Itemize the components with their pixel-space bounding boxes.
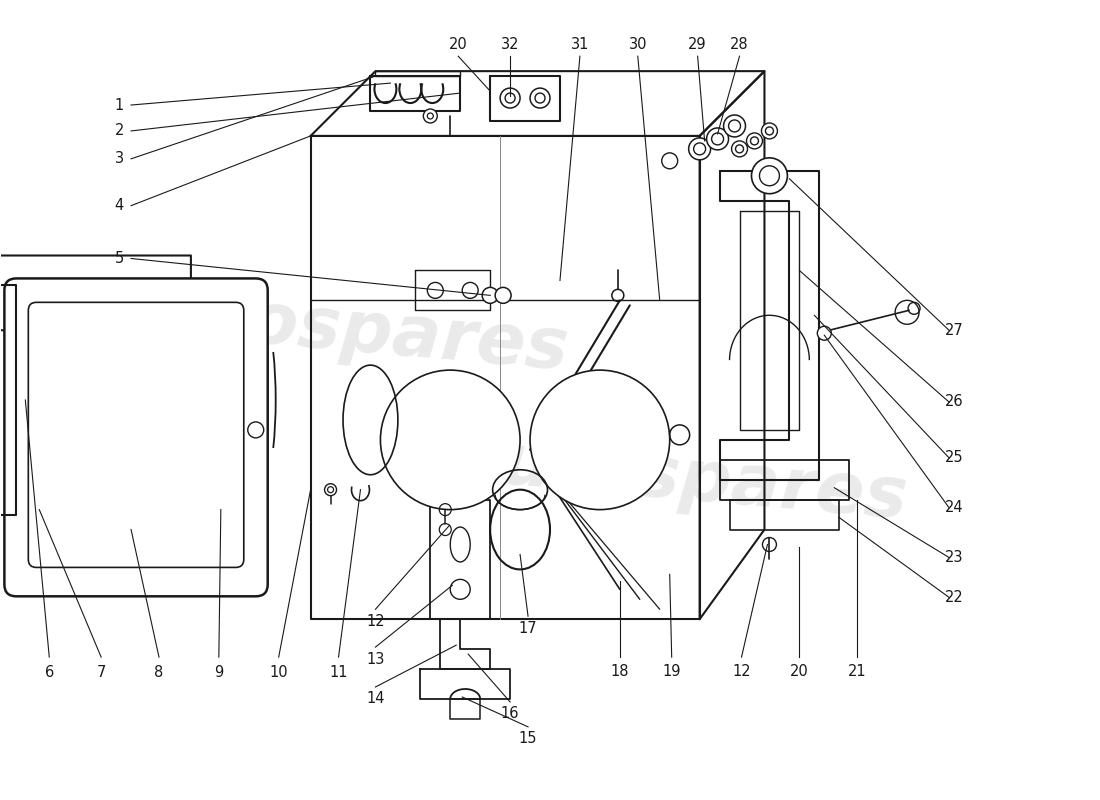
Text: 12: 12	[733, 663, 751, 678]
Circle shape	[724, 115, 746, 137]
Text: 10: 10	[270, 665, 288, 679]
Circle shape	[530, 370, 670, 510]
Text: 12: 12	[366, 614, 385, 629]
Text: 9: 9	[214, 665, 223, 679]
Circle shape	[761, 123, 778, 139]
Text: 29: 29	[689, 37, 707, 52]
Circle shape	[751, 158, 788, 194]
Circle shape	[500, 88, 520, 108]
Text: eurospares: eurospares	[449, 426, 910, 534]
Text: 17: 17	[519, 621, 538, 636]
Text: 5: 5	[114, 251, 123, 266]
Text: 18: 18	[610, 663, 629, 678]
Circle shape	[482, 287, 498, 303]
FancyBboxPatch shape	[4, 278, 267, 596]
Text: 20: 20	[449, 37, 468, 52]
Text: 31: 31	[571, 37, 590, 52]
Text: 11: 11	[329, 665, 348, 679]
Text: 13: 13	[366, 651, 385, 666]
Text: 22: 22	[945, 590, 964, 605]
Text: 8: 8	[154, 665, 164, 679]
Circle shape	[817, 326, 832, 340]
Text: 7: 7	[97, 665, 106, 679]
Text: 20: 20	[790, 663, 808, 678]
Text: 28: 28	[730, 37, 749, 52]
Text: 6: 6	[45, 665, 54, 679]
Text: 24: 24	[945, 500, 964, 515]
Circle shape	[324, 484, 337, 496]
Text: 4: 4	[114, 198, 123, 213]
Text: 19: 19	[662, 663, 681, 678]
Text: 30: 30	[628, 37, 647, 52]
Text: 14: 14	[366, 691, 385, 706]
Text: 1: 1	[114, 98, 123, 113]
Text: 15: 15	[519, 731, 537, 746]
Circle shape	[530, 88, 550, 108]
Circle shape	[381, 370, 520, 510]
Text: 27: 27	[945, 322, 964, 338]
Text: 32: 32	[500, 37, 519, 52]
Circle shape	[689, 138, 711, 160]
Circle shape	[732, 141, 748, 157]
Text: 3: 3	[114, 151, 123, 166]
Text: 23: 23	[945, 550, 964, 565]
Circle shape	[424, 109, 438, 123]
Text: 2: 2	[114, 123, 124, 138]
Text: eurospares: eurospares	[110, 276, 571, 385]
Circle shape	[248, 422, 264, 438]
Text: 25: 25	[945, 450, 964, 466]
Circle shape	[747, 133, 762, 149]
Circle shape	[706, 128, 728, 150]
Text: 26: 26	[945, 394, 964, 410]
Text: 21: 21	[848, 663, 867, 678]
Text: 16: 16	[500, 706, 519, 722]
Circle shape	[495, 287, 512, 303]
